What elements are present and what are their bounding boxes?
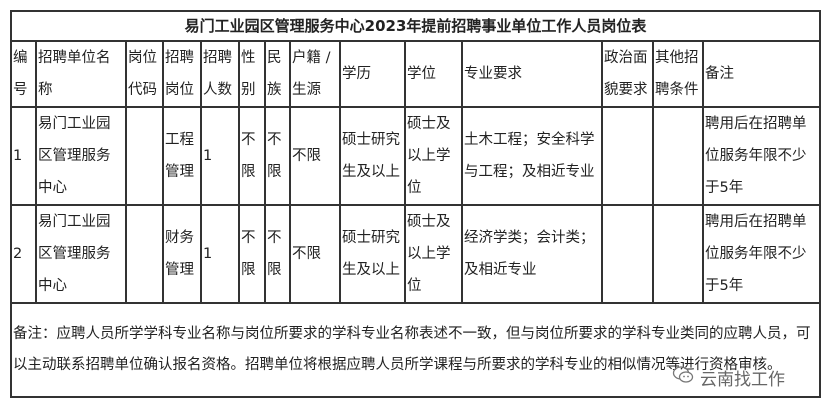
table-cell: 不限 [289, 204, 341, 304]
table-cell: 聘用后在招聘单位服务年限不少于5年 [701, 204, 822, 304]
table-cell: 土木工程；安全科学与工程；及相近专业 [461, 106, 603, 206]
table-cell [652, 106, 704, 206]
table-cell: 硕士及以上学位 [404, 204, 463, 304]
table-cell: 1 [200, 204, 240, 304]
watermark-text: 云南找工作 [700, 370, 785, 390]
table-cell: 不限 [264, 106, 291, 206]
table-cell [125, 204, 164, 304]
table-cell [601, 106, 654, 206]
table-cell: 硕士研究生及以上 [339, 204, 406, 304]
table-cell: 不限 [289, 106, 341, 206]
column-header: 其他招聘条件 [652, 40, 704, 108]
table-cell: 2 [10, 204, 37, 304]
table-cell [125, 106, 164, 206]
wechat-icon [672, 365, 694, 390]
watermark: 云南找工作 [672, 365, 785, 390]
column-header: 民族 [264, 40, 291, 108]
column-header: 备注 [701, 40, 822, 108]
column-header: 招聘岗位 [162, 40, 202, 108]
table-cell: 财务管理 [162, 204, 202, 304]
column-header: 招聘人数 [200, 40, 240, 108]
table-cell: 不限 [264, 204, 291, 304]
table-cell: 1 [200, 106, 240, 206]
header-row: 编号 招聘单位名称 岗位代码 招聘岗位 招聘人数 性别 民族 户籍 / 生源 学历 学位 专业要求政… [10, 40, 822, 108]
column-header: 学历 [339, 40, 406, 108]
table-cell: 不限 [238, 204, 266, 304]
table-cell: 易门工业园区管理服务中心 [35, 204, 127, 304]
table-cell: 工程管理 [162, 106, 202, 206]
title-row: 易门工业园区管理服务中心2023年提前招聘事业单位工作人员岗位表 [9, 10, 822, 42]
job-position-table: 易门工业园区管理服务中心2023年提前招聘事业单位工作人员岗位表 编号 招聘单位名… [9, 10, 822, 398]
table-cell: 聘用后在招聘单位服务年限不少于5年 [701, 106, 822, 206]
table-title: 易门工业园区管理服务中心2023年提前招聘事业单位工作人员岗位表 [9, 10, 822, 42]
column-header: 岗位代码 [125, 40, 164, 108]
table-cell: 1 [10, 106, 37, 206]
table-cell: 经济学类；会计类；及相近专业 [461, 204, 603, 304]
column-header: 户籍 / 生源 [289, 40, 341, 108]
table-cell: 不限 [238, 106, 266, 206]
column-header: 专业要求 [461, 40, 603, 108]
column-header: 学位 [404, 40, 463, 108]
column-header: 性别 [238, 40, 266, 108]
column-header: 政治面貌要求 [601, 40, 654, 108]
table-row: 1 易门工业园区管理服务中心 工程管理 1 不限 不限 不限 硕士研究生及以上 硕士及以上学位土… [10, 106, 822, 206]
table-cell [601, 204, 654, 304]
table-row: 2 易门工业园区管理服务中心 财务管理 1 不限 不限 不限 硕士研究生及以上 硕士及以上学位经… [10, 204, 822, 304]
table-cell: 硕士研究生及以上 [339, 106, 406, 206]
table-cell: 易门工业园区管理服务中心 [35, 106, 127, 206]
table-cell [652, 204, 704, 304]
column-header: 编号 [10, 40, 37, 108]
table-cell: 硕士及以上学位 [404, 106, 463, 206]
column-header: 招聘单位名称 [35, 40, 127, 108]
